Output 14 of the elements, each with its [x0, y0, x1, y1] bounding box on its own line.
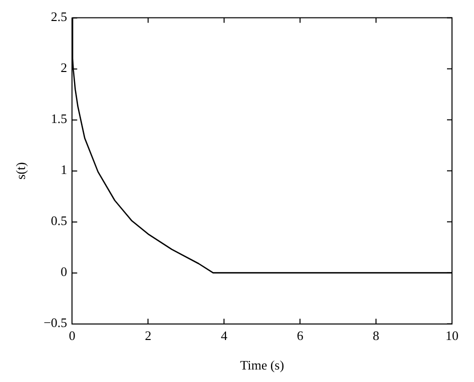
y-tick-label: −0.5 [44, 315, 68, 330]
x-tick-label: 2 [144, 328, 152, 344]
y-tick-label: 0.5 [50, 213, 68, 228]
x-tick-label: 6 [296, 328, 304, 344]
x-tick-label: 4 [220, 328, 228, 344]
x-axis-title: Time (s) [240, 358, 284, 373]
y-tick-label: 2 [60, 60, 68, 76]
y-tick-label: 0 [60, 264, 68, 280]
x-tick-label: 8 [372, 328, 380, 344]
y-tick-label: 1 [60, 162, 68, 178]
x-tick-label: 10 [446, 328, 458, 344]
y-axis-title: s(t) [13, 162, 28, 180]
y-tick-label: 2.5 [50, 9, 68, 24]
y-tick-label: 1.5 [50, 111, 68, 126]
